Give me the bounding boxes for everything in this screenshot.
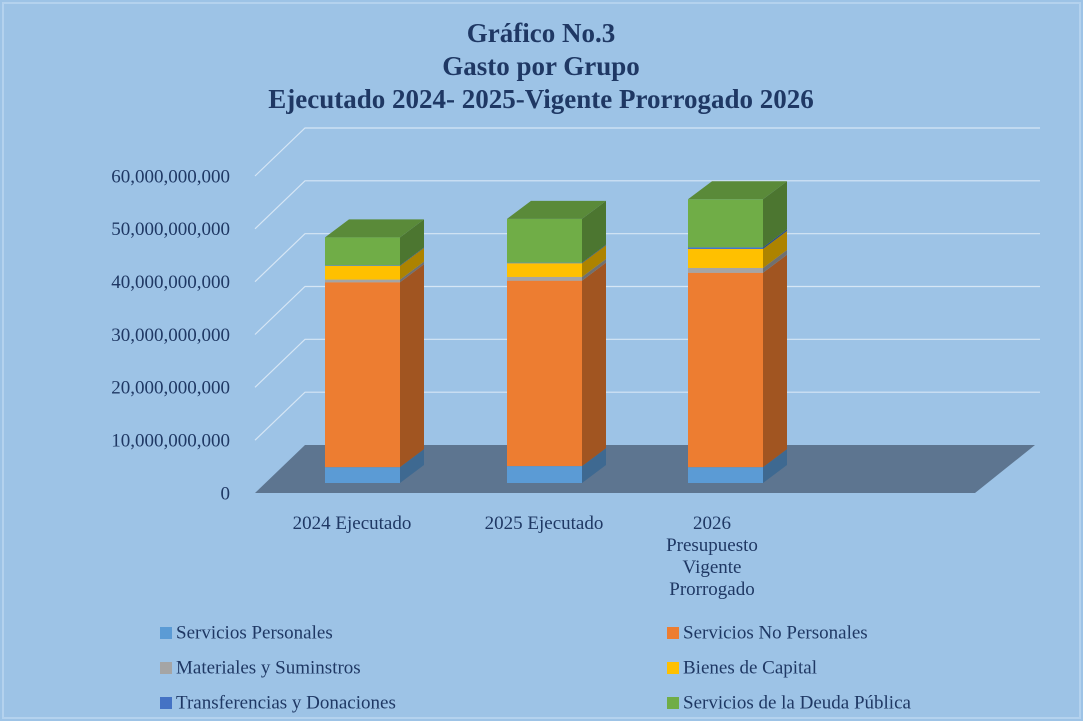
bar [507, 276, 582, 281]
grid-line [254, 127, 1040, 177]
bar-side [763, 230, 787, 268]
legend-label: Servicios de la Deuda Pública [683, 692, 912, 713]
bar-side [763, 249, 787, 273]
x-tick-label: 2024 Ejecutado [292, 513, 412, 534]
grid-line [254, 180, 1040, 230]
grid-line [254, 233, 1040, 283]
y-tick-label: 40,000,000,000 [111, 272, 230, 293]
bar-top [688, 181, 787, 200]
bar [325, 265, 400, 266]
grid-line [254, 285, 1040, 335]
y-tick-label: 30,000,000,000 [111, 325, 230, 346]
bar-side [763, 181, 787, 248]
bar [325, 282, 400, 468]
bar-side [582, 245, 606, 277]
bar [507, 466, 582, 483]
floor [255, 445, 1035, 493]
x-tick-label: 2025 Ejecutado [484, 513, 604, 534]
bar-side [582, 244, 606, 264]
y-tick-label: 0 [221, 483, 231, 504]
bar [688, 247, 763, 249]
bar-side [400, 449, 424, 483]
bar [325, 237, 400, 266]
bar-side [763, 254, 787, 468]
legend-swatch [667, 627, 679, 639]
bar-side [582, 262, 606, 467]
bar [507, 218, 582, 263]
bar [688, 467, 763, 483]
bar [325, 467, 400, 483]
bar [688, 199, 763, 248]
y-tick-label: 60,000,000,000 [111, 166, 230, 187]
legend-label: Servicios No Personales [683, 622, 868, 643]
bar [325, 279, 400, 283]
x-tick-label: 2026 Presupuesto Vigente Prorrogado [666, 513, 758, 600]
grid-line [254, 338, 1040, 388]
bar-side [400, 219, 424, 266]
bar-side [763, 229, 787, 249]
y-tick-label: 20,000,000,000 [111, 378, 230, 399]
legend-swatch [160, 697, 172, 709]
legend-label: Transferencias y Donaciones [176, 692, 396, 713]
bar-side [400, 264, 424, 468]
legend-swatch [667, 662, 679, 674]
legend-swatch [160, 662, 172, 674]
bar-top [325, 219, 424, 238]
bar [688, 248, 763, 268]
bar [507, 262, 582, 264]
chart-title: Gráfico No.3 [467, 18, 615, 48]
bar-side [400, 247, 424, 266]
legend-swatch [667, 697, 679, 709]
bar-top [507, 200, 606, 219]
legend-swatch [160, 627, 172, 639]
bar-side [400, 261, 424, 283]
bar [688, 267, 763, 273]
y-tick-label: 10,000,000,000 [111, 431, 230, 452]
legend-label: Bienes de Capital [683, 657, 817, 678]
bar [507, 263, 582, 277]
bar-side [400, 247, 424, 280]
bar [688, 272, 763, 468]
bar-side [763, 449, 787, 483]
y-tick-label: 50,000,000,000 [111, 219, 230, 240]
bar-side [582, 200, 606, 263]
chart-subtitle: Gasto por Grupo [442, 51, 640, 81]
grid-line [254, 391, 1040, 441]
bar-side [582, 448, 606, 483]
legend-label: Servicios Personales [176, 622, 333, 643]
bar [325, 265, 400, 280]
legend-label: Materiales y Suminstros [176, 657, 361, 678]
bar-side [582, 258, 606, 281]
bar [507, 280, 582, 467]
chart-subtitle: Ejecutado 2024- 2025-Vigente Prorrogado … [268, 84, 813, 114]
